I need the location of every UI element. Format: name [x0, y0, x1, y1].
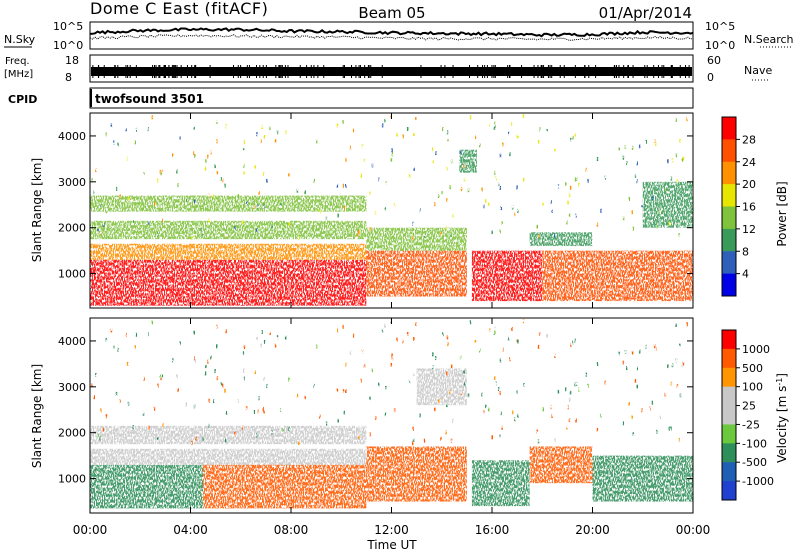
noise-tick-low-right: 10^0 [705, 39, 735, 52]
velocity-colorbar-swatch [722, 443, 736, 463]
velocity-label-exponent: -1 [775, 378, 784, 386]
power-colorbar-swatch [722, 161, 736, 185]
velocity-colorbar-swatch [722, 462, 736, 482]
xtick-label: 12:00 [374, 523, 409, 537]
power-colorbar-label: Power [dB] [775, 181, 789, 246]
noise-series [89, 27, 694, 41]
time-axis: 00:00 04:00 08:00 12:00 16:00 20:00 00:00 [73, 113, 711, 537]
power-colorbar-swatch [722, 139, 736, 163]
power-colorbar-swatch [722, 251, 736, 275]
velocity-colorbar-swatch [722, 424, 736, 444]
xtick-label: 00:00 [73, 523, 108, 537]
velocity-colorbar-tick-label: 500 [742, 362, 763, 375]
ytick-label: 3000 [58, 176, 86, 189]
date-title: 01/Apr/2014 [599, 4, 692, 22]
xtick-label: 16:00 [475, 523, 510, 537]
velocity-colorbar-tick-label: 1000 [742, 343, 770, 356]
velocity-ylabel: Slant Range [km] [30, 364, 44, 468]
power-colorbar-swatch [722, 117, 736, 140]
velocity-colorbar-swatch [722, 386, 736, 407]
freq-panel-frame [89, 54, 694, 83]
freq-tick-high: 18 [65, 54, 79, 67]
power-colorbar-swatch [722, 206, 736, 230]
freq-unit: [MHz] [4, 69, 33, 80]
xtick-label: 00:00 [676, 523, 711, 537]
power-colorbar-tick-label: 8 [742, 245, 749, 258]
noise-tick-high: 10^5 [53, 20, 83, 33]
freq-label: Freq. [5, 56, 30, 67]
power-colorbar-swatch [722, 184, 736, 207]
velocity-yaxis: 1000 2000 3000 4000 [58, 335, 693, 486]
power-colorbar-swatch [722, 228, 736, 252]
power-colorbar-tick-label: 20 [742, 178, 756, 191]
velocity-colorbar: 1000 500 100 25 -25 -100 -500 -1000 [721, 329, 774, 501]
power-colorbar-tick-label: 28 [742, 133, 756, 146]
station-title: Dome C East (fitACF) [90, 0, 268, 18]
velocity-label-bracket: ] [775, 373, 789, 378]
power-colorbar-tick-label: 24 [742, 156, 756, 169]
power-colorbar-tick-label: 12 [742, 223, 756, 236]
cpid-label: CPID [8, 93, 37, 106]
velocity-colorbar-tick-label: -100 [742, 437, 767, 450]
ytick-label: 2000 [58, 222, 86, 235]
velocity-speckle [90, 318, 693, 513]
freq-band [91, 67, 692, 76]
nsky-label: N.Sky [4, 33, 36, 46]
beam-title: Beam 05 [358, 4, 425, 22]
velocity-colorbar-tick-label: -1000 [742, 475, 774, 488]
velocity-label-main: Velocity [m s [775, 386, 789, 463]
velocity-colorbar-swatch [722, 481, 736, 501]
velocity-colorbar-frame [721, 329, 737, 501]
ytick-label: 2000 [58, 427, 86, 440]
cpid-value: twofsound 3501 [95, 92, 204, 106]
power-colorbar-tick-label: 4 [742, 268, 749, 281]
nave-tick-high: 60 [707, 54, 721, 67]
power-ylabel: Slant Range [km] [30, 158, 44, 262]
ytick-label: 1000 [58, 268, 86, 281]
velocity-colorbar-tick-label: 100 [742, 381, 763, 394]
xtick-label: 04:00 [173, 523, 208, 537]
noise-panel-frame [89, 21, 694, 50]
velocity-colorbar-swatch [722, 348, 736, 369]
noise-tick-high-right: 10^5 [705, 20, 735, 33]
nsearch-label: N.Search [744, 33, 794, 46]
ytick-label: 3000 [58, 381, 86, 394]
noise-line [89, 27, 694, 38]
velocity-colorbar-tick-label: -500 [742, 456, 767, 469]
noise-tick-low: 10^0 [53, 39, 83, 52]
power-colorbar-swatch [722, 273, 736, 297]
xtick-label: 08:00 [274, 523, 309, 537]
velocity-colorbar-tick-label: 25 [742, 400, 756, 413]
power-yaxis: 1000 2000 3000 4000 [58, 130, 693, 281]
xtick-label: 20:00 [575, 523, 610, 537]
ytick-label: 4000 [58, 130, 86, 143]
ytick-label: 4000 [58, 335, 86, 348]
ytick-label: 1000 [58, 473, 86, 486]
power-colorbar-tick-label: 16 [742, 201, 756, 214]
power-speckle [90, 113, 693, 308]
nave-label: Nave [744, 64, 772, 77]
power-colorbar: 28 24 20 16 12 8 4 [721, 116, 756, 297]
velocity-colorbar-tick-label: -25 [742, 418, 760, 431]
velocity-colorbar-swatch [722, 367, 736, 388]
freq-tick-low: 8 [65, 71, 72, 84]
nave-tick-low: 0 [707, 71, 714, 84]
velocity-colorbar-label: Velocity [m s-1] [775, 373, 790, 463]
time-axis-label: Time UT [366, 538, 417, 552]
freq-band-jitter [92, 65, 690, 78]
velocity-colorbar-swatch [722, 405, 736, 425]
noise-line [89, 33, 694, 41]
velocity-colorbar-swatch [722, 330, 736, 350]
